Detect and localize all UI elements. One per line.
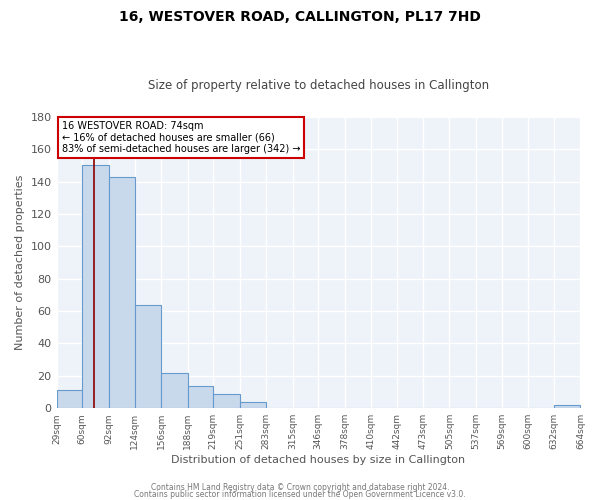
Bar bbox=[161, 372, 188, 408]
Text: 16, WESTOVER ROAD, CALLINGTON, PL17 7HD: 16, WESTOVER ROAD, CALLINGTON, PL17 7HD bbox=[119, 10, 481, 24]
Text: Contains HM Land Registry data © Crown copyright and database right 2024.: Contains HM Land Registry data © Crown c… bbox=[151, 484, 449, 492]
Bar bbox=[56, 390, 82, 408]
Bar bbox=[82, 166, 109, 408]
Bar bbox=[214, 394, 240, 408]
Text: 16 WESTOVER ROAD: 74sqm
← 16% of detached houses are smaller (66)
83% of semi-de: 16 WESTOVER ROAD: 74sqm ← 16% of detache… bbox=[62, 121, 300, 154]
X-axis label: Distribution of detached houses by size in Callington: Distribution of detached houses by size … bbox=[172, 455, 466, 465]
Bar bbox=[188, 386, 214, 408]
Text: Contains public sector information licensed under the Open Government Licence v3: Contains public sector information licen… bbox=[134, 490, 466, 499]
Bar bbox=[135, 304, 161, 408]
Y-axis label: Number of detached properties: Number of detached properties bbox=[15, 175, 25, 350]
Bar bbox=[554, 405, 580, 408]
Title: Size of property relative to detached houses in Callington: Size of property relative to detached ho… bbox=[148, 79, 489, 92]
Bar bbox=[109, 176, 135, 408]
Bar bbox=[240, 402, 266, 408]
